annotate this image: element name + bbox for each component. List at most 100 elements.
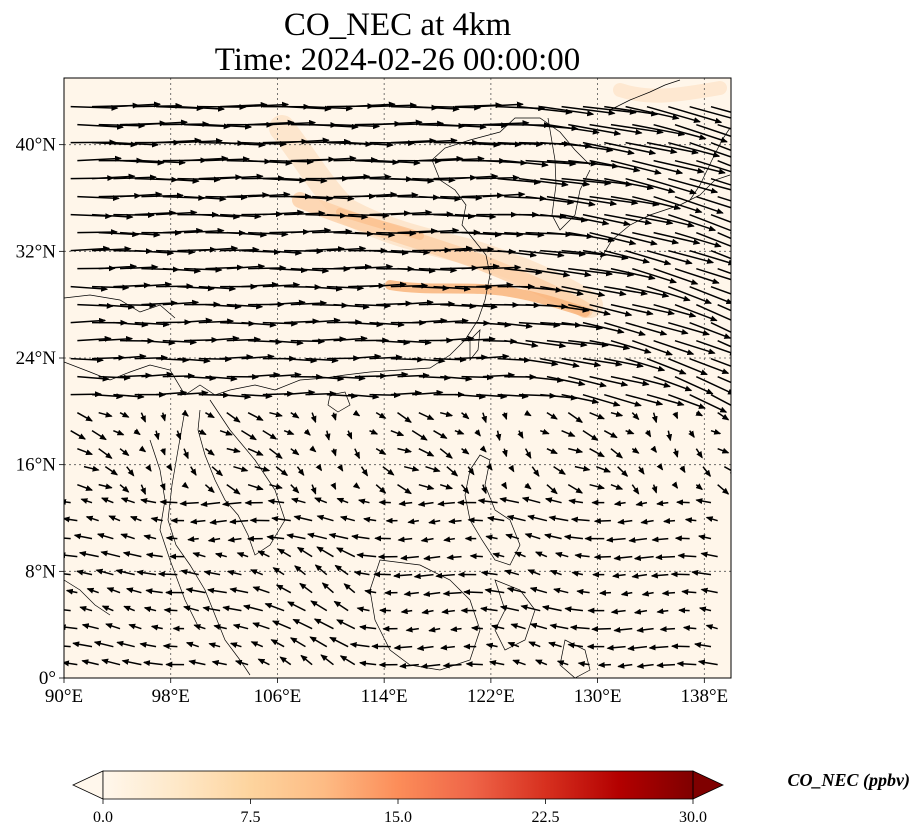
wind-vector (296, 546, 313, 558)
wind-vector (546, 375, 586, 387)
wind-vector (397, 484, 412, 495)
wind-vector (717, 339, 731, 348)
wind-vector (205, 335, 240, 342)
wind-vector (134, 321, 171, 328)
wind-vector (70, 285, 109, 292)
wind-vector (226, 303, 264, 310)
wind-vector (145, 552, 163, 559)
wind-vector (343, 583, 356, 594)
wind-vector (290, 484, 300, 494)
wind-vector (561, 321, 604, 331)
wind-vector (91, 393, 124, 400)
wind-vector (397, 267, 436, 274)
wind-vector (546, 412, 558, 420)
wind-vector (400, 608, 413, 615)
wind-vector (574, 552, 590, 559)
wind-vector (314, 497, 328, 504)
lon-tick-label: 90°E (45, 686, 83, 707)
wind-vector (310, 412, 317, 424)
wind-vector (376, 230, 417, 237)
wind-vector (653, 123, 707, 140)
wind-vector (284, 210, 326, 217)
lat-tick-label: 32°N (16, 241, 57, 262)
wind-vector (589, 411, 605, 420)
wind-vector (672, 448, 679, 458)
wind-vector (651, 412, 658, 424)
wind-vector (226, 412, 241, 423)
wind-vector (546, 123, 600, 135)
wind-vector (625, 177, 676, 194)
wind-vector (570, 516, 590, 523)
wind-vector (73, 533, 93, 540)
wind-vector (269, 119, 317, 126)
wind-vector (121, 658, 142, 666)
wind-vector (568, 159, 620, 169)
wind-vector (369, 392, 401, 399)
wind-vector (156, 177, 200, 184)
wind-vector (589, 231, 637, 246)
wind-vector (142, 660, 163, 667)
wind-vector (376, 119, 423, 126)
wind-vector (604, 213, 653, 226)
wind-vector (300, 654, 313, 666)
wind-vector (120, 302, 157, 309)
wind-vector (582, 321, 625, 334)
wind-vector (723, 466, 731, 474)
wind-vector (236, 552, 249, 558)
wind-vector (625, 213, 674, 226)
wind-vector (116, 640, 135, 648)
wind-vector (390, 209, 433, 216)
wind-vector (153, 430, 160, 441)
wind-vector (326, 392, 359, 399)
wind-vector (162, 227, 204, 234)
wind-vector (198, 285, 237, 292)
lat-tick-label: 0° (39, 668, 56, 689)
wind-vector (568, 123, 622, 136)
wind-vector (571, 570, 584, 577)
wind-vector (248, 191, 291, 198)
wind-vector (364, 588, 377, 595)
wind-vector (696, 195, 731, 209)
wind-vector (641, 590, 654, 597)
wind-vector (689, 357, 730, 375)
wind-vector (696, 159, 731, 173)
wind-vector (64, 537, 71, 540)
wind-vector (220, 393, 252, 400)
wind-vector (91, 213, 134, 220)
wind-vector (398, 500, 413, 507)
wind-vector (499, 497, 520, 504)
wind-vector (290, 412, 300, 419)
wind-vector (119, 159, 165, 166)
colorbar-tick-label: 0.0 (93, 809, 113, 826)
wind-vector (674, 231, 722, 248)
wind-vector (125, 587, 142, 594)
wind-vector (534, 659, 548, 666)
wind-vector (656, 500, 669, 507)
wind-vector (568, 375, 607, 388)
wind-vector (126, 466, 135, 477)
wind-vector (175, 430, 182, 441)
wind-vector (674, 267, 720, 285)
wind-vector (145, 588, 163, 595)
wind-vector (499, 605, 520, 612)
wind-vector (134, 281, 173, 288)
wind-vector (226, 569, 242, 576)
wind-vector (76, 569, 93, 576)
wind-vector (204, 484, 215, 494)
wind-vector (461, 263, 501, 270)
wind-vector (375, 448, 387, 455)
wind-vector (77, 483, 93, 491)
wind-vector (290, 338, 326, 345)
wind-vector (540, 105, 595, 117)
wind-vector (561, 285, 606, 298)
wind-vector (582, 105, 637, 115)
wind-vector (393, 572, 413, 579)
wind-vector (568, 447, 584, 454)
wind-vector (668, 105, 723, 124)
wind-vector (561, 141, 614, 153)
wind-vector (506, 586, 526, 594)
lat-tick-label: 16°N (16, 455, 57, 476)
wind-vector (617, 466, 629, 477)
wind-vector (333, 600, 349, 612)
wind-vector (633, 608, 648, 615)
